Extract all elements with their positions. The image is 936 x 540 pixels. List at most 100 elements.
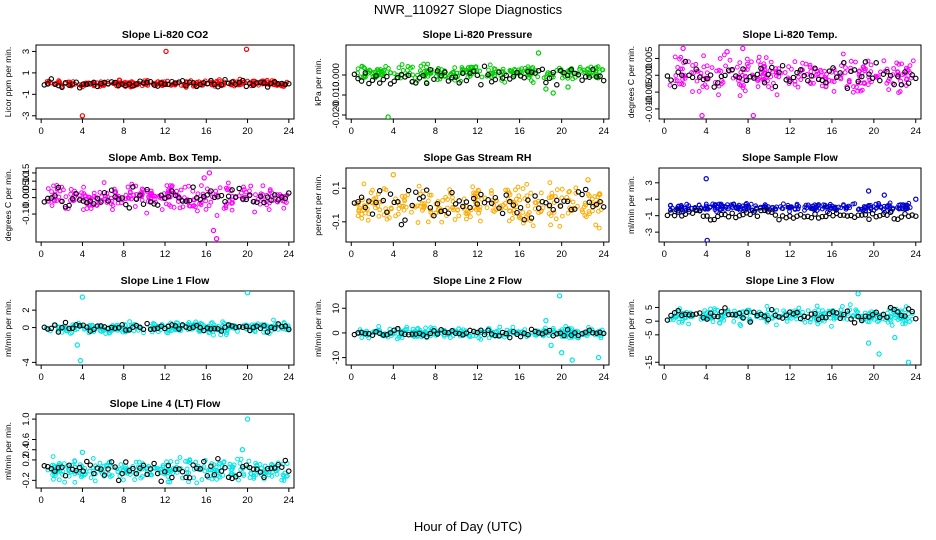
reference-point bbox=[675, 208, 681, 214]
data-point bbox=[862, 310, 868, 316]
reference-point bbox=[261, 199, 267, 206]
reference-point bbox=[859, 73, 865, 80]
data-point bbox=[252, 209, 258, 215]
reference-point bbox=[52, 193, 58, 199]
reference-point bbox=[243, 196, 250, 203]
reference-point bbox=[172, 80, 179, 86]
data-point bbox=[66, 79, 71, 85]
data-point bbox=[221, 459, 227, 465]
reference-point bbox=[830, 309, 836, 315]
reference-point bbox=[593, 201, 600, 208]
reference-point bbox=[73, 191, 79, 197]
reference-point bbox=[261, 322, 267, 329]
reference-point bbox=[376, 188, 383, 194]
data-point bbox=[853, 307, 859, 313]
data-point bbox=[359, 211, 365, 217]
data-point bbox=[168, 459, 174, 464]
data-point bbox=[404, 324, 410, 330]
data-point bbox=[183, 459, 188, 464]
data-point bbox=[458, 78, 464, 84]
data-point bbox=[748, 201, 754, 207]
data-point bbox=[403, 204, 409, 210]
x-tick-label: 8 bbox=[433, 249, 438, 260]
reference-point bbox=[664, 212, 671, 219]
reference-point bbox=[707, 72, 714, 78]
reference-point bbox=[467, 204, 473, 211]
data-point bbox=[530, 223, 536, 229]
reference-point bbox=[779, 315, 786, 321]
y-tick-label: -0.020 bbox=[331, 102, 342, 129]
x-tick-label: 4 bbox=[80, 249, 85, 260]
data-point bbox=[213, 188, 219, 194]
data-point bbox=[191, 475, 197, 481]
reference-point bbox=[884, 212, 890, 218]
reference-point bbox=[236, 324, 242, 330]
data-point bbox=[79, 471, 85, 477]
panel-6: Slope Sample Flow ml/min per min. 0 4 8 12 16 2… bbox=[626, 152, 922, 260]
data-point bbox=[478, 218, 483, 224]
data-point bbox=[473, 207, 479, 212]
reference-point bbox=[369, 77, 376, 84]
data-point bbox=[399, 62, 405, 67]
y-tick-label: -0.010 bbox=[644, 95, 655, 122]
reference-point bbox=[431, 76, 437, 82]
data-point bbox=[748, 318, 754, 324]
reference-point bbox=[510, 73, 517, 80]
reference-point bbox=[460, 70, 466, 77]
reference-point bbox=[133, 196, 140, 202]
reference-point bbox=[366, 198, 372, 204]
reference-point bbox=[743, 77, 750, 84]
reference-point bbox=[204, 325, 211, 331]
x-tick-label: 0 bbox=[349, 126, 354, 137]
data-point bbox=[402, 194, 408, 199]
reference-point bbox=[891, 306, 897, 313]
data-point bbox=[774, 73, 779, 79]
reference-point bbox=[905, 306, 912, 312]
reference-point bbox=[456, 80, 462, 86]
outlier-point bbox=[699, 112, 705, 119]
reference-point bbox=[492, 194, 499, 201]
x-tick-label: 4 bbox=[391, 249, 396, 260]
reference-point bbox=[147, 466, 154, 472]
data-point bbox=[165, 330, 171, 336]
reference-point bbox=[478, 327, 484, 333]
data-point bbox=[279, 477, 285, 483]
data-point bbox=[451, 70, 457, 75]
reference-point bbox=[201, 80, 207, 86]
y-tick-label: -1 bbox=[21, 90, 32, 98]
reference-point bbox=[525, 68, 531, 75]
reference-point bbox=[282, 323, 289, 329]
data-point bbox=[206, 467, 211, 473]
x-tick-label: 12 bbox=[785, 372, 796, 383]
data-point bbox=[97, 189, 103, 195]
data-point bbox=[829, 78, 835, 84]
data-point bbox=[792, 82, 798, 87]
data-point bbox=[178, 187, 184, 193]
reference-point bbox=[66, 202, 72, 209]
reference-point bbox=[812, 211, 818, 217]
x-tick-label: 24 bbox=[284, 249, 295, 260]
data-point bbox=[854, 84, 859, 90]
reference-point bbox=[478, 81, 484, 88]
data-point bbox=[744, 313, 750, 319]
data-point bbox=[193, 459, 199, 465]
data-point bbox=[62, 479, 67, 485]
reference-point bbox=[243, 323, 250, 330]
data-point bbox=[865, 82, 871, 87]
data-point bbox=[405, 64, 411, 69]
reference-point bbox=[758, 207, 764, 214]
data-point bbox=[275, 192, 280, 198]
data-point bbox=[800, 60, 805, 66]
reference-point bbox=[91, 470, 97, 477]
y-tick-label: 0.4 bbox=[21, 443, 32, 456]
reference-point bbox=[528, 215, 535, 221]
x-tick-label: 24 bbox=[598, 249, 609, 260]
panel-title: Slope Line 3 Flow bbox=[746, 275, 836, 287]
reference-point bbox=[572, 206, 578, 212]
reference-point bbox=[197, 466, 203, 472]
outlier-point bbox=[79, 113, 86, 119]
reference-point bbox=[395, 199, 401, 205]
reference-point bbox=[521, 216, 527, 223]
data-point bbox=[171, 205, 177, 210]
reference-point bbox=[76, 464, 83, 471]
